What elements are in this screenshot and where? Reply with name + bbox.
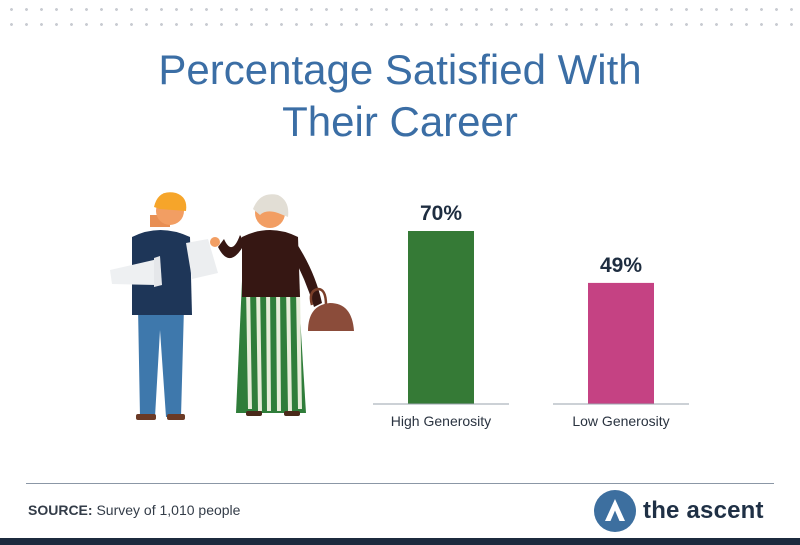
coworkers-illustration [110, 192, 354, 420]
chart-title: Percentage Satisfied With Their Career [0, 44, 800, 148]
chart-title-line-1: Percentage Satisfied With [158, 46, 642, 93]
source-note: SOURCE: Survey of 1,010 people [28, 502, 240, 518]
source-label: SOURCE: [28, 502, 93, 518]
value-label-0: 70% [420, 202, 462, 225]
woman-figure [210, 194, 354, 416]
brand: the ascent [594, 490, 764, 532]
category-label-1: Low Generosity [572, 413, 669, 429]
footer-divider [26, 483, 774, 484]
value-label-1: 49% [600, 254, 642, 277]
man-figure [110, 192, 218, 420]
bar-chart: 70% High Generosity 49% Low Generosity [373, 202, 689, 429]
bottom-bar [0, 538, 800, 545]
bar-1 [588, 282, 654, 404]
dotted-pattern [0, 0, 800, 30]
ascent-logo-icon [594, 490, 636, 532]
source-text: Survey of 1,010 people [96, 502, 241, 518]
chart-title-line-2: Their Career [282, 98, 518, 145]
category-label-0: High Generosity [391, 413, 491, 429]
bar-0 [408, 231, 474, 404]
brand-name: the ascent [643, 497, 764, 524]
